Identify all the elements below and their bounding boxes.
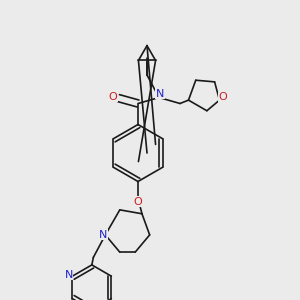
Text: N: N	[156, 89, 164, 99]
Text: O: O	[134, 196, 142, 207]
Text: O: O	[218, 92, 227, 102]
Text: O: O	[109, 92, 118, 102]
Text: N: N	[64, 270, 73, 280]
Text: N: N	[99, 230, 107, 240]
